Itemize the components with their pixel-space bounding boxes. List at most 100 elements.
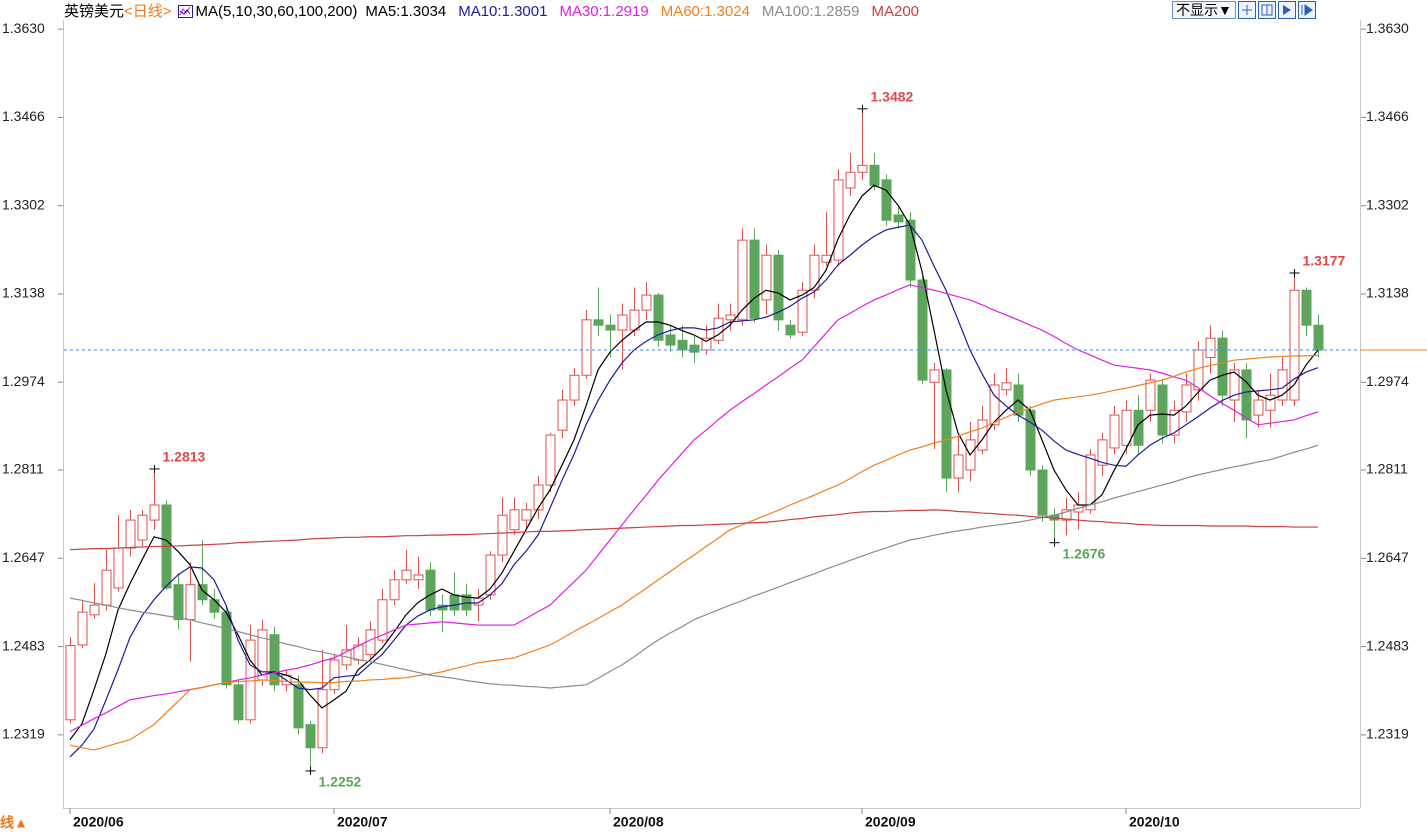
candle-body (401, 569, 412, 581)
candle-body (797, 289, 808, 333)
toolbar-icon[interactable] (1297, 1, 1316, 19)
candle-body (533, 484, 544, 511)
candle-body (1313, 324, 1324, 351)
legend-entry[interactable]: MA100:1.2859 (761, 3, 860, 20)
candle-body (893, 214, 904, 223)
legend-entry[interactable]: MA10:1.3001 (458, 3, 548, 20)
candle-body (1205, 337, 1216, 359)
candle-body (665, 334, 676, 346)
candle-body (89, 604, 100, 616)
candle-body (77, 611, 88, 646)
legend-entry[interactable]: MA30:1.2919 (559, 3, 649, 20)
period-label[interactable]: <日线> (124, 3, 172, 20)
candle-body (1121, 409, 1132, 446)
candle-body (1133, 409, 1144, 446)
y-tick-label: 1.3138 (1366, 285, 1409, 301)
candle-body (809, 254, 820, 291)
candle-body (593, 319, 604, 326)
candle-body (953, 454, 964, 479)
extreme-label: 1.3177 (1303, 253, 1346, 269)
candle-body (1061, 509, 1072, 521)
candle-body (473, 597, 484, 606)
candle-body (245, 639, 256, 721)
icon-graphic (1241, 5, 1252, 15)
candle-body (1253, 399, 1264, 416)
corner-label[interactable]: 线▲ (0, 815, 28, 831)
y-tick-label: 1.3630 (2, 20, 45, 36)
candle-body (137, 514, 148, 541)
candle-body (1085, 454, 1096, 511)
candle-body (641, 294, 652, 311)
y-tick-label: 1.2811 (1366, 461, 1408, 477)
candle-body (905, 219, 916, 281)
candle-body (293, 684, 304, 729)
x-tick-label: 2020/08 (613, 814, 664, 830)
candle-body (113, 547, 124, 589)
icon-graphic (1301, 4, 1313, 16)
candle-body (773, 254, 784, 321)
candle-body (221, 611, 232, 686)
icon-graphic (1261, 4, 1273, 16)
ma-line (69, 509, 1318, 551)
candle-body (521, 509, 532, 521)
candle-body (209, 599, 220, 613)
instrument-title: 英镑美元 (64, 3, 125, 20)
candle-body (941, 369, 952, 479)
y-tick-label: 1.2319 (2, 726, 45, 742)
candle-body (425, 569, 436, 611)
legend-entry[interactable]: MA200 (871, 3, 920, 20)
candle-body (365, 629, 376, 656)
candle-body (317, 689, 328, 749)
candle-body (305, 724, 316, 749)
candle-body (929, 369, 940, 383)
candle-body (617, 314, 628, 331)
y-tick-label: 1.3466 (2, 108, 45, 124)
toolbar-icon[interactable] (1257, 1, 1276, 19)
y-tick-label: 1.3302 (1366, 196, 1409, 212)
toolbar-icon[interactable] (1277, 1, 1296, 19)
candle-body (1097, 439, 1108, 466)
extreme-label: 1.2676 (1063, 545, 1106, 561)
candle-body (569, 374, 580, 401)
candle-body (749, 239, 760, 319)
candle-body (1301, 289, 1312, 326)
x-tick-label: 2020/10 (1129, 814, 1180, 830)
y-tick-label: 1.2811 (2, 461, 44, 477)
toolbar: 不显示▼ (1172, 1, 1316, 19)
candle-body (1217, 337, 1228, 396)
candle-body (1265, 394, 1276, 411)
indicator-label[interactable]: MA(5,10,30,60,100,200) (195, 3, 358, 20)
candle-body (1109, 414, 1120, 449)
candle-body (185, 584, 196, 621)
candle-body (1181, 384, 1192, 413)
legend-entry[interactable]: MA5:1.3034 (365, 3, 447, 20)
candle-body (557, 399, 568, 431)
legend-entry[interactable]: MA60:1.3024 (660, 3, 750, 20)
candle-body (329, 659, 340, 691)
y-tick-label: 1.2483 (2, 637, 45, 653)
candle-body (509, 509, 520, 531)
y-tick-label: 1.2647 (1366, 549, 1409, 565)
candle-body (653, 294, 664, 341)
candle-body (785, 324, 796, 336)
toolbar-icon[interactable] (1237, 1, 1256, 19)
candle-body (689, 344, 700, 353)
ma-line (69, 354, 1319, 751)
y-tick-label: 1.3138 (2, 285, 45, 301)
candle-body (125, 519, 136, 549)
hide-button[interactable]: 不显示▼ (1172, 1, 1236, 19)
candle-body (581, 319, 592, 376)
candle-body (449, 594, 460, 611)
ma-line (69, 224, 1319, 758)
y-tick-label: 1.3630 (1366, 20, 1409, 36)
candle-body (1001, 382, 1012, 391)
x-tick-label: 2020/07 (337, 814, 388, 830)
candle-body (545, 434, 556, 486)
candle-body (833, 179, 844, 261)
ma-line (69, 284, 1319, 733)
extreme-label: 1.2252 (319, 774, 362, 790)
candle-body (677, 339, 688, 351)
plot (65, 108, 1324, 771)
candle-body (1145, 379, 1156, 411)
